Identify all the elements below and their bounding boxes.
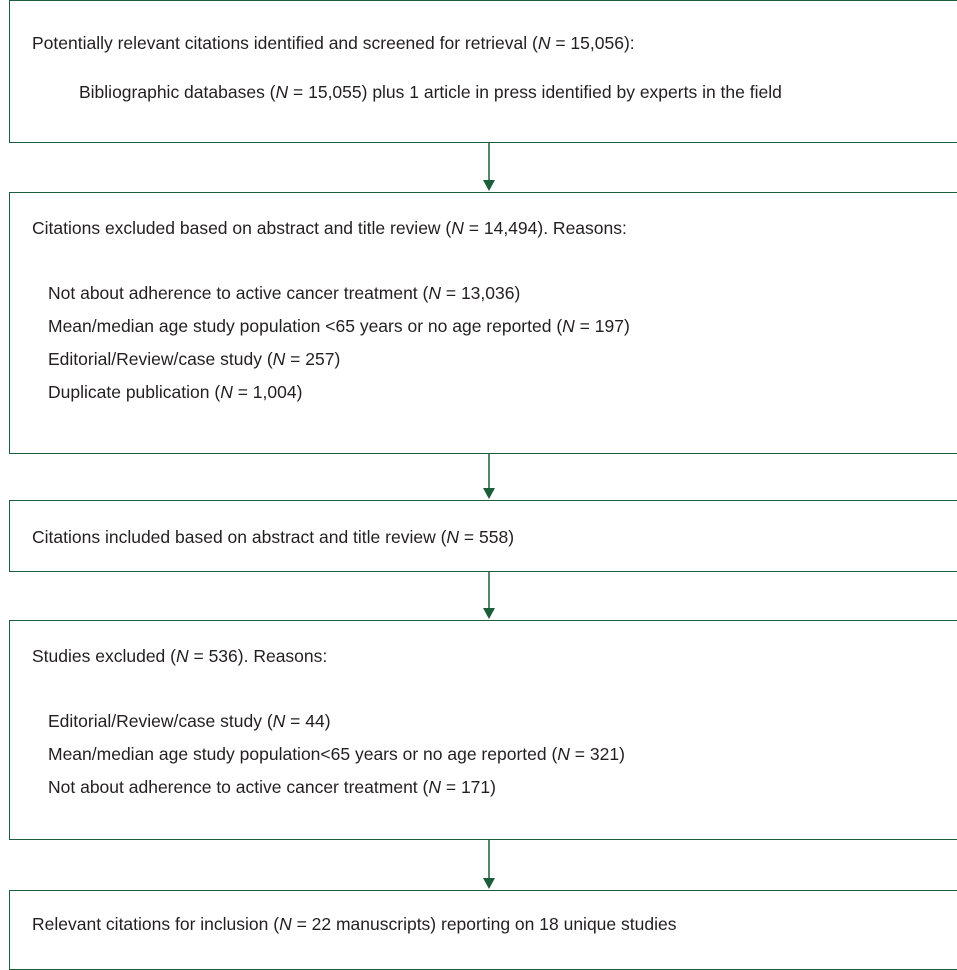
- box-title: Potentially relevant citations identifie…: [32, 33, 635, 53]
- flow-box-excluded-abstract: Citations excluded based on abstract and…: [9, 192, 957, 454]
- box-title: Citations excluded based on abstract and…: [32, 218, 627, 238]
- box-item: Editorial/Review/case study (N = 44): [48, 711, 331, 731]
- box-item: Duplicate publication (N = 1,004): [48, 382, 303, 402]
- box-title: Citations included based on abstract and…: [32, 527, 515, 547]
- flow-box-studies-excluded: Studies excluded (N = 536). Reasons: Edi…: [9, 620, 957, 840]
- arrow-down-icon: [481, 143, 497, 192]
- flow-box-final-inclusion: Relevant citations for inclusion (N = 22…: [9, 890, 957, 970]
- arrow-down-icon: [481, 572, 497, 620]
- box-item: Mean/median age study population <65 yea…: [48, 316, 630, 336]
- box-item: Bibliographic databases (N = 15,055) plu…: [79, 82, 782, 102]
- box-item: Not about adherence to active cancer tre…: [48, 283, 521, 303]
- arrow-down-icon: [481, 454, 497, 500]
- flow-box-included-abstract: Citations included based on abstract and…: [9, 500, 957, 572]
- box-title: Studies excluded (N = 536). Reasons:: [32, 646, 328, 666]
- box-item: Mean/median age study population<65 year…: [48, 744, 625, 764]
- arrow-down-icon: [481, 840, 497, 890]
- box-item: Editorial/Review/case study (N = 257): [48, 349, 341, 369]
- box-title: Relevant citations for inclusion (N = 22…: [32, 914, 677, 934]
- flow-box-identified: Potentially relevant citations identifie…: [9, 0, 957, 143]
- box-item: Not about adherence to active cancer tre…: [48, 777, 496, 797]
